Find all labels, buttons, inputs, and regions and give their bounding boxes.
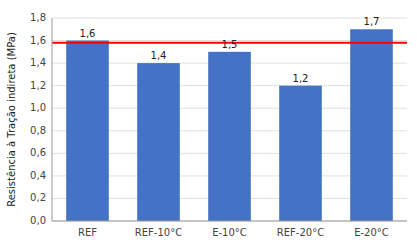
x-tick-label: E-20°C: [354, 227, 389, 238]
bar: [137, 63, 180, 221]
bar: [350, 29, 393, 221]
grid-line: [52, 221, 407, 222]
bar: [208, 52, 251, 221]
chart-container: 0,00,20,40,60,81,01,21,41,61,81,61,41,51…: [0, 0, 417, 247]
y-tick-label: 0,0: [30, 215, 46, 226]
y-grid: [52, 18, 407, 221]
y-tick-label: 1,8: [30, 12, 46, 23]
bar: [66, 41, 109, 221]
data-label: 1,6: [80, 28, 96, 39]
y-tick-label: 1,2: [30, 80, 46, 91]
grid-line: [52, 18, 407, 19]
x-tick-label: REF: [78, 227, 97, 238]
y-tick-label: 0,6: [30, 147, 46, 158]
y-tick-label: 1,6: [30, 35, 46, 46]
x-tick-labels: REF REF-10°C E-10°C REF-20°C E-20°C: [78, 227, 389, 238]
x-tick-label: REF-20°C: [277, 227, 324, 238]
x-axis: [52, 221, 407, 222]
chart: 0,00,20,40,60,81,01,21,41,61,81,61,41,51…: [0, 0, 417, 247]
data-label: 1,5: [222, 39, 238, 50]
y-tick-label: 0,2: [30, 192, 46, 203]
y-axis: [52, 18, 53, 221]
bar: [279, 86, 322, 221]
y-axis-label: Resistência à Tração indireta (MPa): [6, 32, 17, 207]
bars: [52, 29, 407, 221]
y-tick-label: 0,4: [30, 170, 46, 181]
data-label: 1,7: [364, 16, 380, 27]
y-tick-label: 0,8: [30, 125, 46, 136]
x-tick-label: E-10°C: [212, 227, 247, 238]
data-labels: 1,6 1,4 1,5 1,2 1,7: [80, 16, 380, 83]
x-tick-label: REF-10°C: [135, 227, 182, 238]
y-tick-label: 1,0: [30, 102, 46, 113]
data-label: 1,2: [293, 73, 309, 84]
y-tick-labels: 0,0 0,2 0,4 0,6 0,8 1,0 1,2 1,4 1,6 1,8: [30, 12, 46, 226]
data-label: 1,4: [151, 50, 167, 61]
y-tick-label: 1,4: [30, 57, 46, 68]
